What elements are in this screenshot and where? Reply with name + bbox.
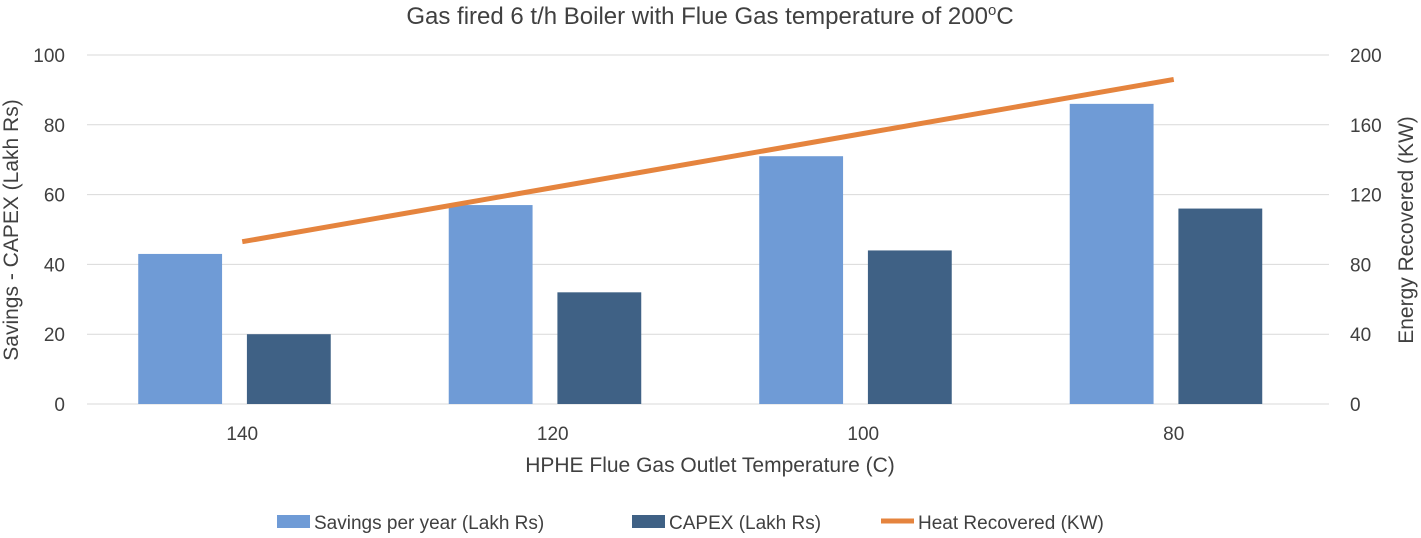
y-tick-label: 40 xyxy=(44,255,65,276)
heat-line-layer xyxy=(241,76,1175,245)
bar-savings xyxy=(448,205,533,404)
bar-savings xyxy=(759,156,844,404)
legend-swatch-capex xyxy=(632,515,665,528)
right-axis-ticks: 0 40 80 120 160 200 xyxy=(1350,46,1382,416)
bar-savings xyxy=(138,253,223,404)
y-tick-label: 100 xyxy=(33,46,65,67)
y-tick-label: 60 xyxy=(44,186,65,207)
x-tick-label: 100 xyxy=(847,424,879,445)
legend-label-capex: CAPEX (Lakh Rs) xyxy=(669,513,821,534)
x-tick-label: 120 xyxy=(537,424,569,445)
bar-capex xyxy=(867,250,952,404)
bar-savings xyxy=(1069,103,1154,405)
chart-title: Gas fired 6 t/h Boiler with Flue Gas tem… xyxy=(406,2,1013,30)
x-axis-ticks: 140 120 100 80 xyxy=(226,424,1184,445)
y2-tick-label: 80 xyxy=(1350,255,1371,276)
y2-tick-label: 160 xyxy=(1350,116,1382,137)
x-tick-label: 140 xyxy=(226,424,258,445)
heat-recovered-line xyxy=(241,76,1175,245)
left-axis-ticks: 0 20 40 60 80 100 xyxy=(33,46,65,416)
y-tick-label: 20 xyxy=(44,325,65,346)
x-axis-title: HPHE Flue Gas Outlet Temperature (C) xyxy=(525,454,895,477)
x-tick-label: 80 xyxy=(1163,424,1184,445)
bar-capex xyxy=(246,334,331,404)
y2-axis-title: Energy Recovered (KW) xyxy=(1395,116,1418,344)
legend-swatch-savings xyxy=(277,515,310,528)
bar-capex xyxy=(557,292,642,404)
y2-tick-label: 40 xyxy=(1350,325,1371,346)
bars xyxy=(138,103,1263,405)
legend: Savings per year (Lakh Rs) CAPEX (Lakh R… xyxy=(277,513,1104,534)
legend-label-savings: Savings per year (Lakh Rs) xyxy=(314,513,544,534)
y-axis-title: Savings - CAPEX (Lakh Rs) xyxy=(0,99,23,360)
y-tick-label: 0 xyxy=(54,395,65,416)
legend-label-heat: Heat Recovered (KW) xyxy=(918,513,1104,534)
y2-tick-label: 0 xyxy=(1350,395,1361,416)
y2-tick-label: 120 xyxy=(1350,186,1382,207)
y2-tick-label: 200 xyxy=(1350,46,1382,67)
y-tick-label: 80 xyxy=(44,116,65,137)
bar-capex xyxy=(1178,208,1263,404)
